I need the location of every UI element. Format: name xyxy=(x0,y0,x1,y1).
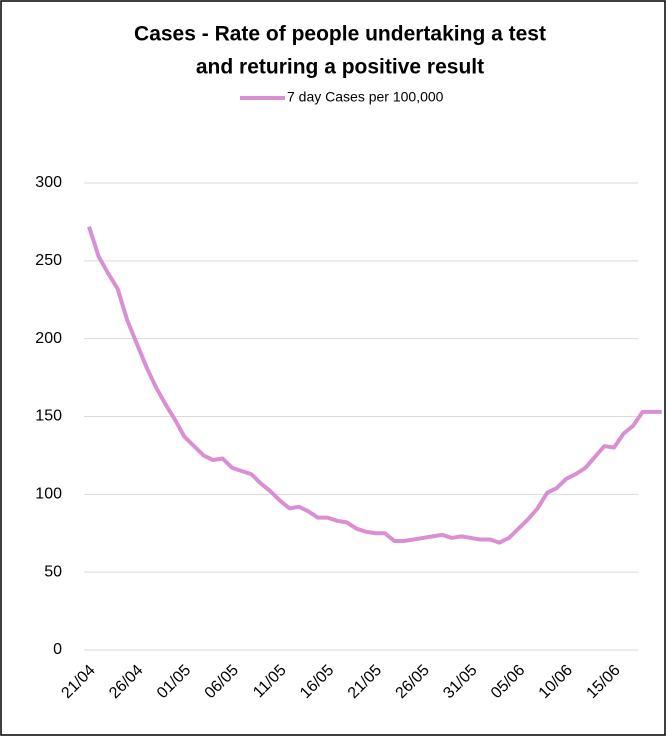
chart-title: Cases - Rate of people undertaking a tes… xyxy=(134,23,546,46)
y-tick-label: 100 xyxy=(35,486,62,503)
chart-title: and returing a positive result xyxy=(196,56,484,79)
data-line xyxy=(87,225,662,545)
y-tick-label: 150 xyxy=(35,408,62,425)
y-tick-label: 0 xyxy=(53,641,62,658)
y-tick-label: 250 xyxy=(35,252,62,269)
legend-label: 7 day Cases per 100,000 xyxy=(287,89,444,105)
y-tick-label: 200 xyxy=(35,330,62,347)
y-tick-label: 50 xyxy=(44,563,62,580)
y-tick-label: 300 xyxy=(35,174,62,191)
